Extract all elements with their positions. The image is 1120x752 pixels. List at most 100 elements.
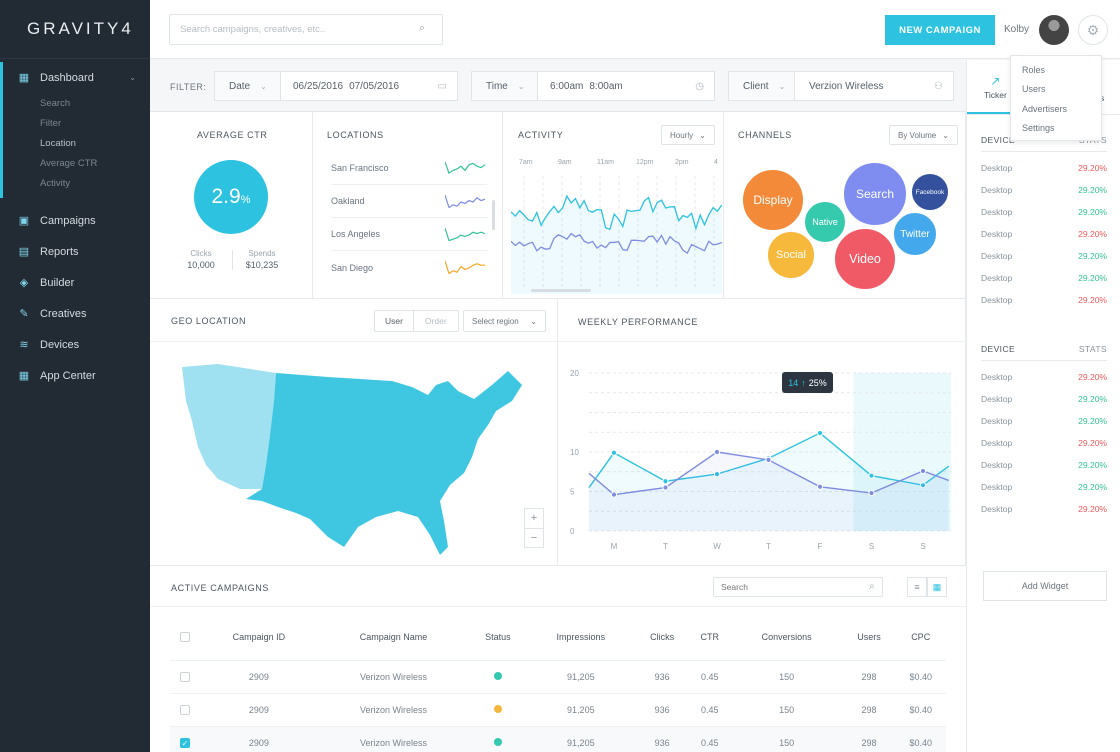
sidebar-sub-filter[interactable]: Filter xyxy=(40,117,62,129)
menu-item-settings[interactable]: Settings xyxy=(1022,123,1055,134)
y-tick-label: 0 xyxy=(570,527,575,536)
column-header[interactable]: Status xyxy=(485,631,511,642)
column-header[interactable]: Conversions xyxy=(761,631,812,642)
date-select[interactable]: Date ⌄ xyxy=(215,72,281,100)
campaign-search-input[interactable] xyxy=(713,577,883,597)
date-from[interactable]: 06/25/2016 xyxy=(293,80,344,92)
data-point[interactable] xyxy=(868,472,875,479)
location-row[interactable]: Los Angeles xyxy=(331,218,487,251)
date-filter[interactable]: Date ⌄ 06/25/2016 07/05/2016 ▭ xyxy=(214,71,458,101)
channel-bubble-social[interactable]: Social xyxy=(766,230,816,280)
data-point[interactable] xyxy=(662,484,669,491)
table-row[interactable]: 2909 Verizon Wireless 91,205 936 0.45 150 298 $… xyxy=(170,693,946,726)
column-header[interactable]: Impressions xyxy=(556,631,606,642)
sidebar-item-app-center[interactable]: ▦ App Center xyxy=(0,360,150,391)
channel-bubble-native[interactable]: Native xyxy=(803,200,847,244)
data-point[interactable] xyxy=(919,467,927,475)
scrollbar[interactable] xyxy=(531,289,591,292)
data-point[interactable] xyxy=(816,429,824,437)
user-name[interactable]: Kolby xyxy=(1004,24,1030,35)
row-checkbox[interactable]: ✓ xyxy=(180,738,190,749)
data-point[interactable] xyxy=(662,478,669,485)
sidebar-item-devices[interactable]: ≋ Devices xyxy=(0,329,150,360)
sidebar-item-reports[interactable]: ▤ Reports xyxy=(0,236,150,267)
period-select[interactable]: Hourly ⌄ xyxy=(661,125,715,145)
data-point[interactable] xyxy=(610,449,618,456)
channel-bubble-search[interactable]: Search xyxy=(842,161,908,227)
data-point[interactable] xyxy=(816,483,824,490)
menu-item-advertisers[interactable]: Advertisers xyxy=(1022,103,1068,114)
gear-icon[interactable]: ⚙ xyxy=(1078,15,1108,45)
tab-label[interactable]: s xyxy=(1100,93,1105,103)
sort-select[interactable]: By Volume ⌄ xyxy=(889,125,958,145)
channel-bubble-video[interactable]: Video xyxy=(833,227,897,291)
user-icon[interactable]: ⚇ xyxy=(934,81,943,92)
clock-icon[interactable]: ◷ xyxy=(695,81,704,92)
search-input[interactable] xyxy=(169,14,443,45)
column-header[interactable]: Campaign Name xyxy=(359,631,428,642)
location-row[interactable]: San Diego xyxy=(331,251,487,284)
client-select[interactable]: Client ⌄ xyxy=(729,72,795,100)
sidebar-item-builder[interactable]: ◈ Builder xyxy=(0,267,150,298)
column-header[interactable]: CPC xyxy=(911,631,931,642)
tab-user[interactable]: User xyxy=(375,311,414,331)
date-to[interactable]: 07/05/2016 xyxy=(349,80,400,92)
data-point[interactable] xyxy=(868,489,875,497)
row-checkbox[interactable] xyxy=(180,704,190,715)
sidebar-sub-location[interactable]: Location xyxy=(40,137,76,149)
location-row[interactable]: Oakland xyxy=(331,185,487,218)
tab-ticker[interactable]: ↗ Ticker xyxy=(984,74,1007,100)
column-header[interactable]: Clicks xyxy=(650,631,675,642)
client-value[interactable]: Verzion Wireless xyxy=(809,80,884,92)
sidebar-item-label: Reports xyxy=(40,245,79,258)
time-from[interactable]: 6:00am xyxy=(550,80,584,92)
device-name: Desktop xyxy=(981,438,1013,448)
column-header[interactable]: CTR xyxy=(700,631,720,642)
active-campaigns-panel: ACTIVE CAMPAIGNS ⌕ ≡ ▦ Campaign IDCampai… xyxy=(150,566,966,752)
sidebar-item-creatives[interactable]: ✎ Creatives xyxy=(0,298,150,329)
calendar-icon[interactable]: ▭ xyxy=(437,81,447,92)
sidebar-sub-average-ctr[interactable]: Average CTR xyxy=(40,157,98,169)
channel-bubble-facebook[interactable]: Facebook xyxy=(910,172,950,212)
region-select[interactable]: Select region ⌄ xyxy=(463,310,546,332)
menu-item-users[interactable]: Users xyxy=(1022,84,1046,95)
new-campaign-button[interactable]: NEW CAMPAIGN xyxy=(885,15,995,45)
data-point[interactable] xyxy=(713,471,721,478)
data-point[interactable] xyxy=(765,456,772,464)
time-filter[interactable]: Time ⌄ 6:00am 8:00am ◷ xyxy=(471,71,715,101)
list-view-icon[interactable]: ≡ xyxy=(907,577,927,597)
channel-bubble-twitter[interactable]: Twitter xyxy=(892,211,938,257)
scrollbar[interactable] xyxy=(492,200,495,230)
column-header[interactable]: Campaign ID xyxy=(232,631,286,642)
tab-order[interactable]: Order xyxy=(424,316,447,326)
row-checkbox[interactable] xyxy=(180,671,190,682)
select-all-checkbox[interactable] xyxy=(180,632,190,643)
location-sparkline xyxy=(445,161,485,175)
grid-view-icon[interactable]: ▦ xyxy=(927,577,947,597)
location-row[interactable]: San Francisco xyxy=(331,152,487,185)
search-icon[interactable]: ⌕ xyxy=(419,22,426,34)
sidebar-sub-search[interactable]: Search xyxy=(40,97,71,109)
sidebar-item-dashboard[interactable]: ▦ Dashboard ⌄ xyxy=(3,62,150,93)
zoom-in-button[interactable]: + xyxy=(525,509,543,529)
add-widget-button[interactable]: Add Widget xyxy=(983,571,1107,601)
data-point[interactable] xyxy=(713,448,721,456)
channel-bubble-display[interactable]: Display xyxy=(741,168,805,232)
avatar[interactable] xyxy=(1039,15,1069,45)
client-filter[interactable]: Client ⌄ Verzion Wireless ⚇ xyxy=(728,71,954,101)
sidebar-sub-activity[interactable]: Activity xyxy=(40,177,71,189)
zoom-out-button[interactable]: − xyxy=(530,531,538,544)
cell-users: 298 xyxy=(861,737,877,748)
table-row[interactable]: 2909 Verizon Wireless 91,205 936 0.45 150 298 $… xyxy=(170,660,946,693)
panel-title: CHANNELS xyxy=(738,130,792,140)
time-select[interactable]: Time ⌄ xyxy=(472,72,538,100)
table-row[interactable]: ✓ 2909 Verizon Wireless 91,205 936 0.45 150 298… xyxy=(170,726,946,752)
data-point[interactable] xyxy=(610,491,618,498)
data-point[interactable] xyxy=(919,482,927,489)
cell-impressions: 91,205 xyxy=(567,671,595,682)
time-to[interactable]: 8:00am xyxy=(589,80,623,92)
sidebar-item-campaigns[interactable]: ▣ Campaigns xyxy=(0,205,150,236)
menu-item-roles[interactable]: Roles xyxy=(1022,64,1046,75)
search-icon[interactable]: ⌕ xyxy=(869,581,875,592)
column-header[interactable]: Users xyxy=(857,631,881,642)
